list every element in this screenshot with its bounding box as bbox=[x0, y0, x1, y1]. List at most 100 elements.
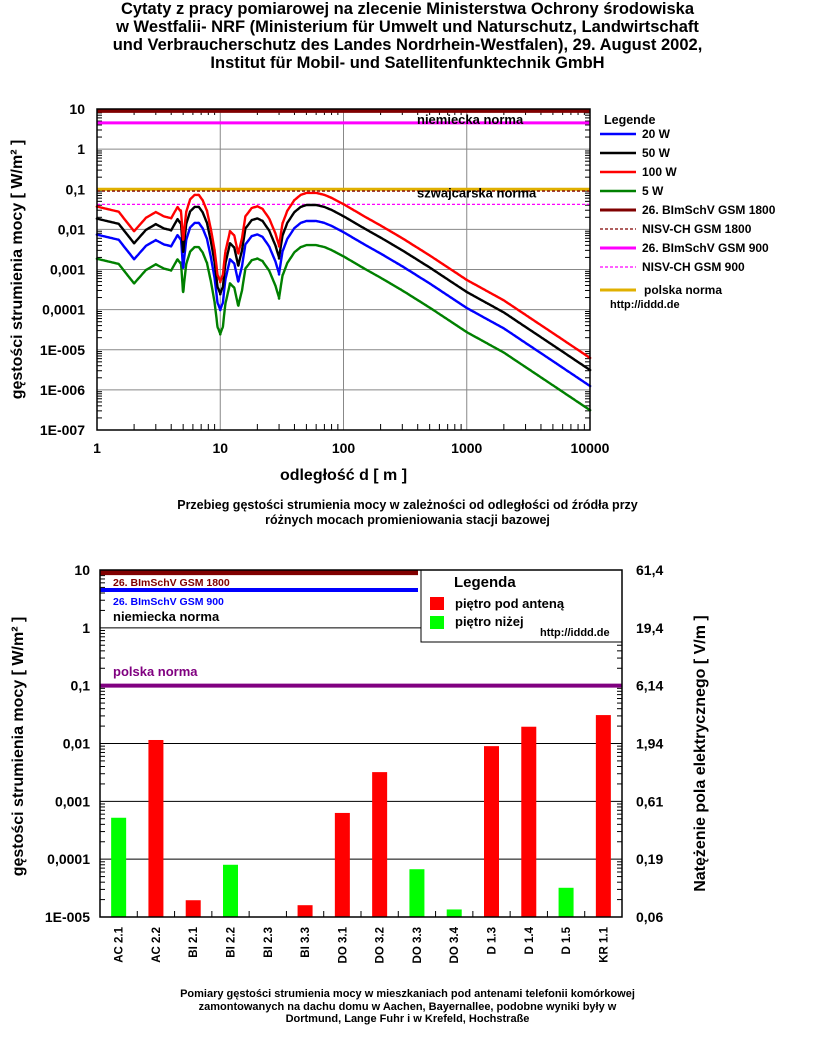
y-tick-label: 1E-006 bbox=[40, 382, 85, 398]
y-tick-label: 0,0001 bbox=[42, 302, 85, 318]
annotation-german-norm: niemiecka norma bbox=[113, 609, 220, 624]
bar-ac-2-1 bbox=[111, 817, 127, 917]
page-title: Cytaty z pracy pomiarowej na zlecenie Mi… bbox=[0, 0, 815, 72]
title-line: und Verbraucherschutz des Landes Nordrhe… bbox=[112, 36, 703, 54]
plot-frame bbox=[99, 569, 623, 918]
legend-item: 26. BImSchV GSM 900 bbox=[642, 241, 769, 255]
legend-title: Legenda bbox=[454, 574, 516, 591]
x-category-label: DO 3.1 bbox=[337, 926, 349, 963]
x-tick-label: 10000 bbox=[571, 440, 610, 456]
legend-item: 5 W bbox=[642, 184, 664, 198]
x-category-label: BI 2.1 bbox=[188, 926, 200, 957]
x-tick-label: 10 bbox=[212, 440, 228, 456]
ref-label-polish-norm: polska norma bbox=[113, 664, 198, 679]
legend-swatch bbox=[430, 616, 444, 629]
y-right-tick-label: 0,06 bbox=[636, 909, 663, 925]
caption-line: różnych mocach promieniowania stacji baz… bbox=[265, 513, 550, 527]
series-line-5w bbox=[95, 243, 592, 412]
annotation-swiss-norm: szwajcarska norma bbox=[417, 185, 537, 200]
bar-kr-1-1 bbox=[595, 715, 611, 917]
y-right-tick-label: 1,94 bbox=[636, 736, 663, 752]
bar-bi-2-1 bbox=[185, 900, 201, 917]
plot-frame bbox=[96, 108, 591, 431]
x-axis-label: odległość d [ m ] bbox=[280, 467, 407, 484]
bar-do-3-3 bbox=[409, 869, 425, 917]
legend-item: piętro niżej bbox=[455, 614, 524, 629]
series-line-20w bbox=[95, 219, 592, 388]
x-category-label: BI 2.3 bbox=[263, 927, 275, 958]
x-tick-label: 1 bbox=[93, 440, 101, 456]
legend-item: 100 W bbox=[642, 165, 677, 179]
legend-item: 26. BImSchV GSM 1800 bbox=[642, 203, 776, 217]
legend-item: 50 W bbox=[642, 146, 671, 160]
x-category-label: DO 3.4 bbox=[449, 926, 461, 963]
bar-ac-2-2 bbox=[148, 739, 164, 917]
caption-line: zamontowanych na dachu domu w Aachen, Ba… bbox=[198, 1000, 617, 1013]
x-tick-label: 100 bbox=[332, 440, 356, 456]
plot-area bbox=[100, 570, 622, 917]
y-tick-label: 1E-007 bbox=[40, 422, 85, 438]
legend-url: http://iddd.de bbox=[540, 627, 610, 639]
caption-line: Dortmund, Lange Fuhr i w Krefeld, Hochst… bbox=[285, 1013, 530, 1025]
bar-d-1-3 bbox=[484, 746, 499, 917]
y-tick-label: 0,01 bbox=[58, 221, 85, 237]
legend-item: NISV-CH GSM 900 bbox=[642, 260, 745, 274]
y-tick-label: 0,0001 bbox=[47, 851, 90, 867]
y-tick-label: 0,01 bbox=[63, 736, 90, 752]
x-category-label: DO 3.3 bbox=[412, 927, 424, 963]
y-tick-label: 0,1 bbox=[66, 181, 86, 197]
y-right-tick-label: 6,14 bbox=[636, 678, 663, 694]
y-tick-label: 10 bbox=[74, 562, 90, 578]
bar-do-3-2 bbox=[372, 772, 388, 917]
chart2-caption: Pomiary gęstości strumienia mocy w miesz… bbox=[0, 988, 815, 1026]
x-category-label: BI 2.2 bbox=[226, 927, 238, 958]
legend-item: piętro pod anteną bbox=[455, 596, 565, 611]
ref-label-gsm900: 26. BImSchV GSM 900 bbox=[113, 596, 224, 608]
x-category-label: BI 3.3 bbox=[300, 927, 312, 958]
series-line-100w bbox=[95, 191, 592, 360]
y-tick-label: 10 bbox=[69, 101, 85, 117]
y-right-tick-label: 61,4 bbox=[636, 562, 663, 578]
legend-item: 20 W bbox=[642, 127, 671, 141]
bar-do-3-4 bbox=[446, 909, 462, 917]
y-tick-label: 0,001 bbox=[55, 793, 90, 809]
annotation-german-norm: niemiecka norma bbox=[417, 112, 524, 127]
y-tick-label: 1E-005 bbox=[45, 909, 90, 925]
y-tick-label: 1 bbox=[77, 141, 85, 157]
x-category-label: D 1.5 bbox=[561, 926, 573, 954]
title-line: Institut für Mobil- und Satellitenfunkte… bbox=[210, 54, 605, 72]
y-axis-label: gęstości strumienia mocy [ W/m² ] bbox=[10, 617, 27, 877]
x-category-label: DO 3.2 bbox=[375, 927, 387, 963]
y-right-tick-label: 0,19 bbox=[636, 851, 663, 867]
series-line-50w bbox=[95, 203, 592, 372]
y-tick-label: 1E-005 bbox=[40, 342, 85, 358]
bar-d-1-4 bbox=[521, 726, 537, 917]
y-tick-label: 0,001 bbox=[50, 262, 85, 278]
chart1-caption: Przebieg gęstości strumienia mocy w zale… bbox=[0, 498, 815, 528]
x-tick-label: 1000 bbox=[451, 440, 482, 456]
legend-item: polska norma bbox=[644, 283, 722, 297]
legend-swatch bbox=[430, 597, 444, 610]
bar-d-1-5 bbox=[558, 887, 574, 917]
x-category-label: AC 2.1 bbox=[114, 926, 126, 962]
y-right-tick-label: 0,61 bbox=[636, 793, 663, 809]
bar-do-3-1 bbox=[334, 812, 350, 917]
title-line: w Westfalii- NRF (Ministerium für Umwelt… bbox=[116, 18, 699, 36]
y-right-tick-label: 19,4 bbox=[636, 620, 663, 636]
legend-title: Legende bbox=[604, 113, 655, 127]
ref-label-gsm1800: 26. BImSchV GSM 1800 bbox=[113, 577, 230, 589]
y-axis-label: gęstości strumienia mocy [ W/m² ] bbox=[9, 140, 26, 400]
legend-box bbox=[420, 569, 623, 643]
legend-item: NISV-CH GSM 1800 bbox=[642, 222, 752, 236]
x-category-label: D 1.4 bbox=[524, 926, 536, 954]
legend-url: http://iddd.de bbox=[610, 299, 680, 311]
y-tick-label: 0,1 bbox=[71, 678, 91, 694]
distance-chart: niemiecka norma szwajcarska norma 10 1 0,1 0,… bbox=[9, 101, 776, 484]
title-line: Cytaty z pracy pomiarowej na zlecenie Mi… bbox=[120, 0, 695, 18]
legend: Legenda piętro pod anteną piętro niżej http… bbox=[420, 569, 623, 643]
x-category-label: KR 1.1 bbox=[598, 926, 610, 962]
caption-line: Przebieg gęstości strumienia mocy w zale… bbox=[177, 498, 638, 512]
x-category-label: D 1.3 bbox=[487, 927, 499, 955]
y-right-axis-label: Natężenie pola elektrycznego [ V/m ] bbox=[692, 615, 709, 892]
